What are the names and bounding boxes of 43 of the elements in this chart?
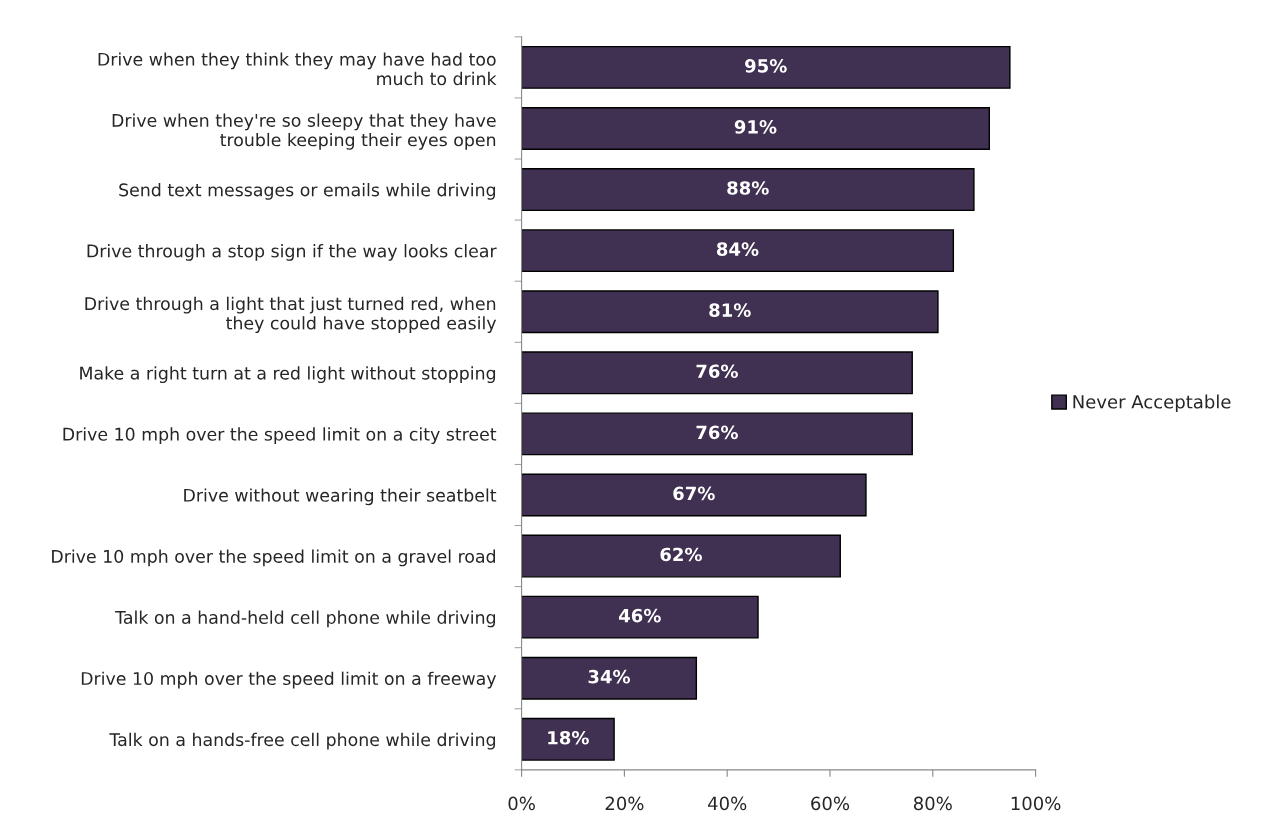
y-tick-label: Drive without wearing their seatbelt (184, 488, 497, 506)
bar (521, 717, 615, 761)
legend-label: Never Acceptable (1073, 394, 1231, 413)
data-label: 46% (619, 608, 661, 623)
bar (521, 656, 698, 700)
data-label: 76% (696, 364, 738, 379)
data-label: 95% (745, 58, 787, 73)
data-label: 76% (696, 425, 738, 440)
bar (521, 229, 955, 273)
y-tick-label: Send text messages or emails while driving (119, 182, 496, 200)
data-label: 18% (548, 730, 589, 745)
y-tick-label: Drive through a stop sign if the way looks clear (87, 244, 497, 261)
y-tick-label: Drive 10 mph over the speed limit on a city street (63, 427, 497, 445)
bar (521, 351, 913, 395)
bar (521, 595, 759, 639)
y-tick-label: Drive 10 mph over the speed limit on a gravel road (52, 549, 496, 567)
bar (521, 534, 841, 578)
y-tick-label: Drive through a light that just turned red, when they could have stopped easily (85, 296, 497, 333)
data-label: 34% (588, 669, 631, 684)
bar (521, 168, 975, 212)
bar (521, 412, 913, 456)
y-tick-label: Drive when they think they may have had too much to drink (98, 52, 497, 86)
data-label: 91% (734, 120, 777, 134)
x-tick-label: 100% (1011, 796, 1061, 811)
data-label: 84% (716, 242, 759, 256)
x-tick-label: 0% (508, 796, 535, 811)
bar (521, 107, 991, 150)
data-label: 88% (727, 181, 769, 195)
data-label: 67% (673, 486, 715, 501)
y-tick-label: Drive when they're so sleepy that they have trouble keeping their eyes open (112, 113, 496, 150)
bar (521, 45, 1011, 89)
x-tick-label: 40% (708, 796, 747, 811)
y-tick-label: Make a right turn at a red light without stopping (80, 366, 496, 384)
x-tick-label: 20% (605, 796, 644, 811)
x-tick-label: 80% (913, 796, 952, 811)
y-tick-label: Talk on a hand-held cell phone while driving (115, 610, 496, 628)
x-tick-label: 60% (811, 796, 850, 811)
y-tick-label: Talk on a hands-free cell phone while driving (109, 732, 496, 750)
bar (521, 473, 867, 517)
y-tick-label: Drive 10 mph over the speed limit on a freeway (81, 671, 497, 689)
bar (521, 290, 939, 334)
data-label: 62% (660, 547, 702, 562)
data-label: 81% (709, 303, 751, 317)
